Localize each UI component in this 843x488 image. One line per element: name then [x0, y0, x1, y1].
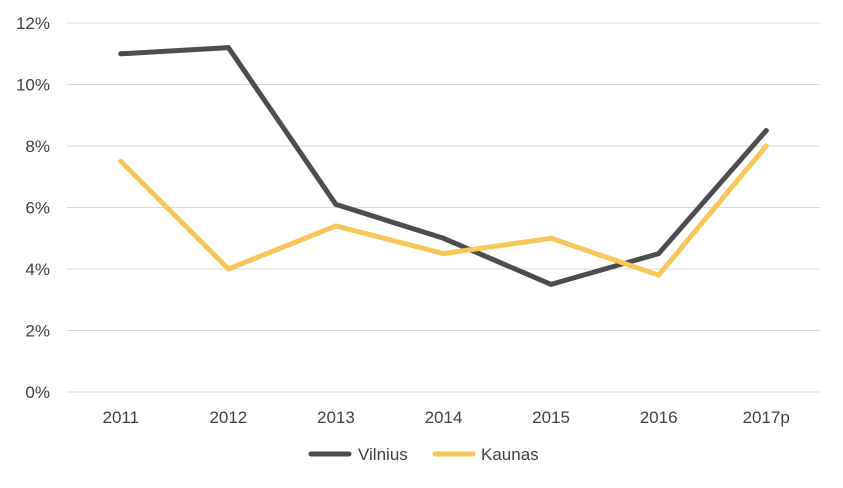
data-point-vilnius — [441, 235, 446, 241]
grid-layer — [67, 22, 820, 393]
y-tick-label: 0% — [25, 383, 50, 402]
y-tick-label: 4% — [25, 260, 50, 279]
x-tick-label: 2012 — [209, 408, 247, 427]
y-tick-label: 8% — [25, 137, 50, 156]
legend-item-kaunas: Kaunas — [432, 445, 539, 464]
series-layer — [118, 45, 769, 287]
data-point-kaunas — [548, 235, 554, 241]
legend-label: Vilnius — [358, 445, 408, 464]
x-axis-labels: 2011 2012 2013 2014 2015 2016 2017p — [103, 408, 790, 427]
y-tick-label: 6% — [25, 199, 50, 218]
data-point-vilnius — [225, 45, 231, 51]
x-tick-label: 2011 — [103, 408, 140, 427]
data-point-kaunas — [656, 272, 662, 278]
y-tick-label: 2% — [25, 322, 50, 341]
y-tick-label: 10% — [16, 76, 50, 95]
data-point-kaunas — [333, 223, 339, 229]
data-point-vilnius — [118, 51, 124, 57]
data-point-kaunas — [118, 158, 124, 164]
data-point-kaunas — [441, 251, 446, 257]
legend-item-vilnius: Vilnius — [308, 445, 408, 464]
data-point-vilnius — [548, 281, 554, 287]
legend-label: Kaunas — [481, 445, 539, 464]
data-point-kaunas — [225, 266, 231, 272]
x-tick-label: 2015 — [532, 408, 570, 427]
series-line-vilnius — [118, 45, 769, 287]
legend: Vilnius Kaunas — [308, 445, 539, 464]
y-tick-label: 12% — [16, 14, 50, 33]
x-tick-label: 2013 — [317, 408, 355, 427]
data-point-vilnius — [333, 201, 339, 207]
data-point-kaunas — [763, 143, 769, 149]
x-tick-label: 2016 — [640, 408, 678, 427]
y-axis-labels: 0% 2% 4% 6% 8% 10% 12% — [16, 14, 50, 402]
x-tick-label: 2014 — [425, 408, 463, 427]
data-point-vilnius — [763, 128, 769, 134]
x-tick-label: 2017p — [743, 408, 790, 427]
data-point-vilnius — [656, 251, 662, 257]
